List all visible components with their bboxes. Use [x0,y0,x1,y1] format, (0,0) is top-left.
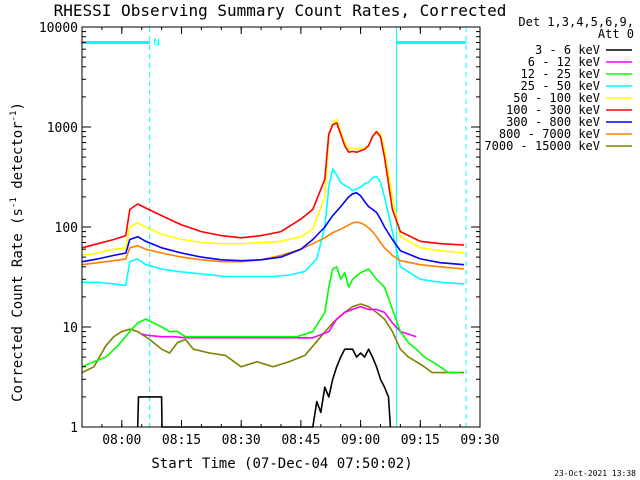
series-line-12-25kev [81,265,461,374]
y-axis-label-sup1: -1 [9,197,19,208]
footer-timestamp: 23-Oct-2021 13:38 [554,469,636,478]
legend-header-line2: Att 0 [598,27,634,41]
legend-label-300-800kev: 300 - 800 keV [506,115,600,129]
y-axis-label-end: ) [10,102,26,110]
legend-label-6-12kev: 6 - 12 keV [528,55,600,69]
plot-frame [81,26,481,428]
x-axis-label: Start Time (07-Dec-04 07:50:02) [151,456,412,472]
series-line-6-12kev [141,305,417,339]
y-axis-label: Corrected Count Rate (s-1 detector-1) [9,102,26,402]
y-tick-label: 10000 [39,21,78,36]
legend-label-50-100kev: 50 - 100 keV [513,91,600,105]
tick-layer [81,26,481,428]
y-tick-label: 10 [62,321,78,336]
legend-label-800-7000kev: 800 - 7000 keV [499,127,600,141]
series-line-3-6kev [136,348,392,428]
y-axis-label-main: Corrected Count Rate (s [10,208,26,402]
x-tick-label: 09:15 [401,433,440,448]
legend-label-25-50kev: 25 - 50 keV [521,79,600,93]
legend-label-100-300kev: 100 - 300 keV [506,103,600,117]
series-line-100-300kev [81,122,465,249]
y-axis-label-mid: detector [10,121,26,197]
x-tick-label: 08:30 [222,433,261,448]
night-layer [82,27,467,427]
series-line-7000-15000kev [81,303,465,374]
x-tick-label: 08:45 [281,433,320,448]
legend-label-3-6kev: 3 - 6 keV [535,43,600,57]
chart-title: RHESSI Observing Summary Count Rates, Co… [54,1,507,20]
series-line-50-100kev [81,118,465,257]
legend-label-7000-15000kev: 7000 - 15000 keV [484,139,600,153]
series-line-300-800kev [81,192,465,266]
series-line-25-50kev [82,168,465,287]
label-layer: 08:00 08:15 08:30 08:45 09:00 09:15 09:30 1 10 10… [39,21,500,448]
x-tick-label: 09:30 [460,433,499,448]
legend-label-12-25kev: 12 - 25 keV [521,67,600,81]
night-marker: N [154,37,160,48]
series-line-800-7000kev [81,221,465,270]
y-tick-label: 1 [70,421,78,436]
y-tick-label: 1000 [47,121,78,136]
x-tick-label: 08:00 [102,433,141,448]
legend-header-line1: Det 1,3,4,5,6,9, [518,15,634,29]
series-layer [81,118,465,428]
x-tick-label: 08:15 [162,433,201,448]
x-tick-label: 09:00 [341,433,380,448]
y-tick-label: 100 [55,221,78,236]
y-axis-label-sup2: -1 [9,111,19,122]
